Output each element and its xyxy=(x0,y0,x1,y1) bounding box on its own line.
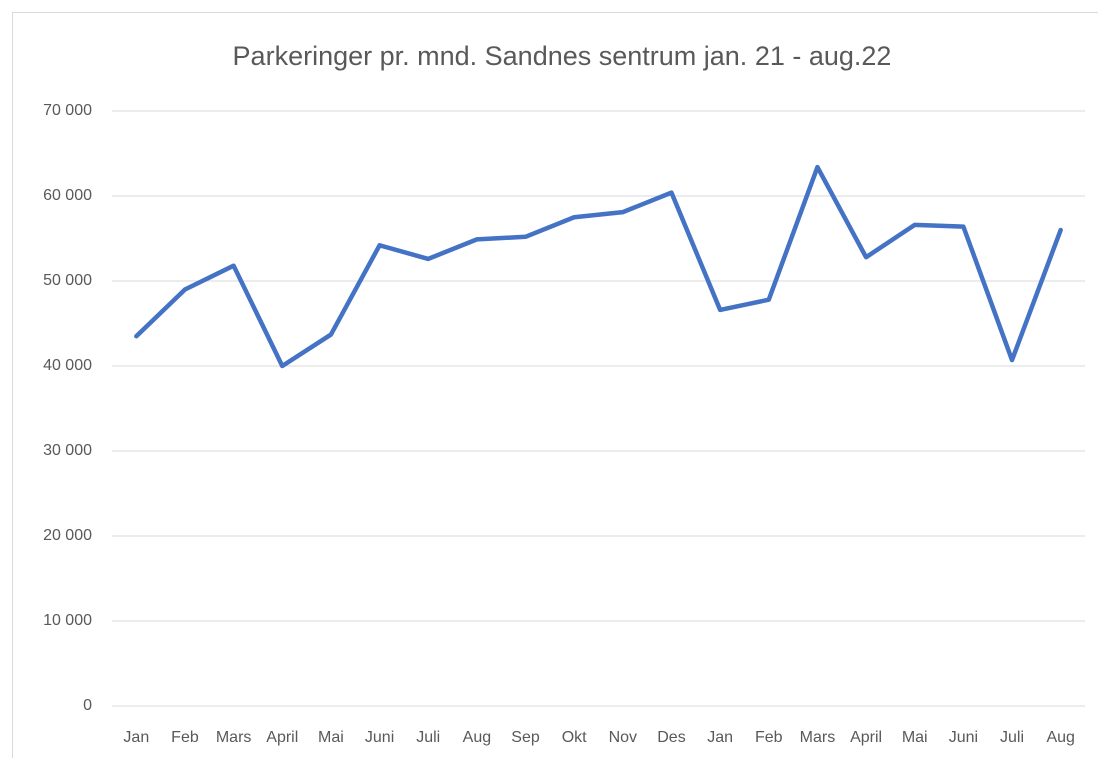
x-tick-label: Juli xyxy=(416,729,440,746)
y-tick-label: 70 000 xyxy=(43,102,92,119)
y-tick-label: 50 000 xyxy=(43,272,92,289)
x-tick-label: Juli xyxy=(1000,729,1024,746)
chart-title: Parkeringer pr. mnd. Sandnes sentrum jan… xyxy=(233,41,892,71)
y-tick-label: 10 000 xyxy=(43,612,92,629)
x-tick-label: Mars xyxy=(216,729,252,746)
y-tick-label: 40 000 xyxy=(43,357,92,374)
chart-frame xyxy=(12,12,1098,758)
x-tick-label: Jan xyxy=(123,729,149,746)
x-tick-label: Mars xyxy=(800,729,836,746)
x-tick-label: Aug xyxy=(1046,729,1074,746)
y-tick-label: 0 xyxy=(83,697,92,714)
y-tick-label: 30 000 xyxy=(43,442,92,459)
x-tick-label: April xyxy=(850,729,882,746)
x-tick-label: Feb xyxy=(755,729,783,746)
x-tick-label: Feb xyxy=(171,729,199,746)
x-tick-label: Aug xyxy=(463,729,491,746)
x-tick-label: Jan xyxy=(707,729,733,746)
x-tick-label: Sep xyxy=(511,729,540,746)
y-tick-label: 60 000 xyxy=(43,187,92,204)
x-tick-label: Mai xyxy=(902,729,928,746)
x-tick-label: Mai xyxy=(318,729,344,746)
x-tick-label: April xyxy=(266,729,298,746)
x-tick-label: Juni xyxy=(365,729,394,746)
x-tick-label: Des xyxy=(657,729,685,746)
x-tick-label: Juni xyxy=(949,729,978,746)
x-tick-label: Okt xyxy=(562,729,587,746)
x-tick-label: Nov xyxy=(609,729,637,746)
data-line xyxy=(134,164,1063,369)
y-tick-label: 20 000 xyxy=(43,527,92,544)
